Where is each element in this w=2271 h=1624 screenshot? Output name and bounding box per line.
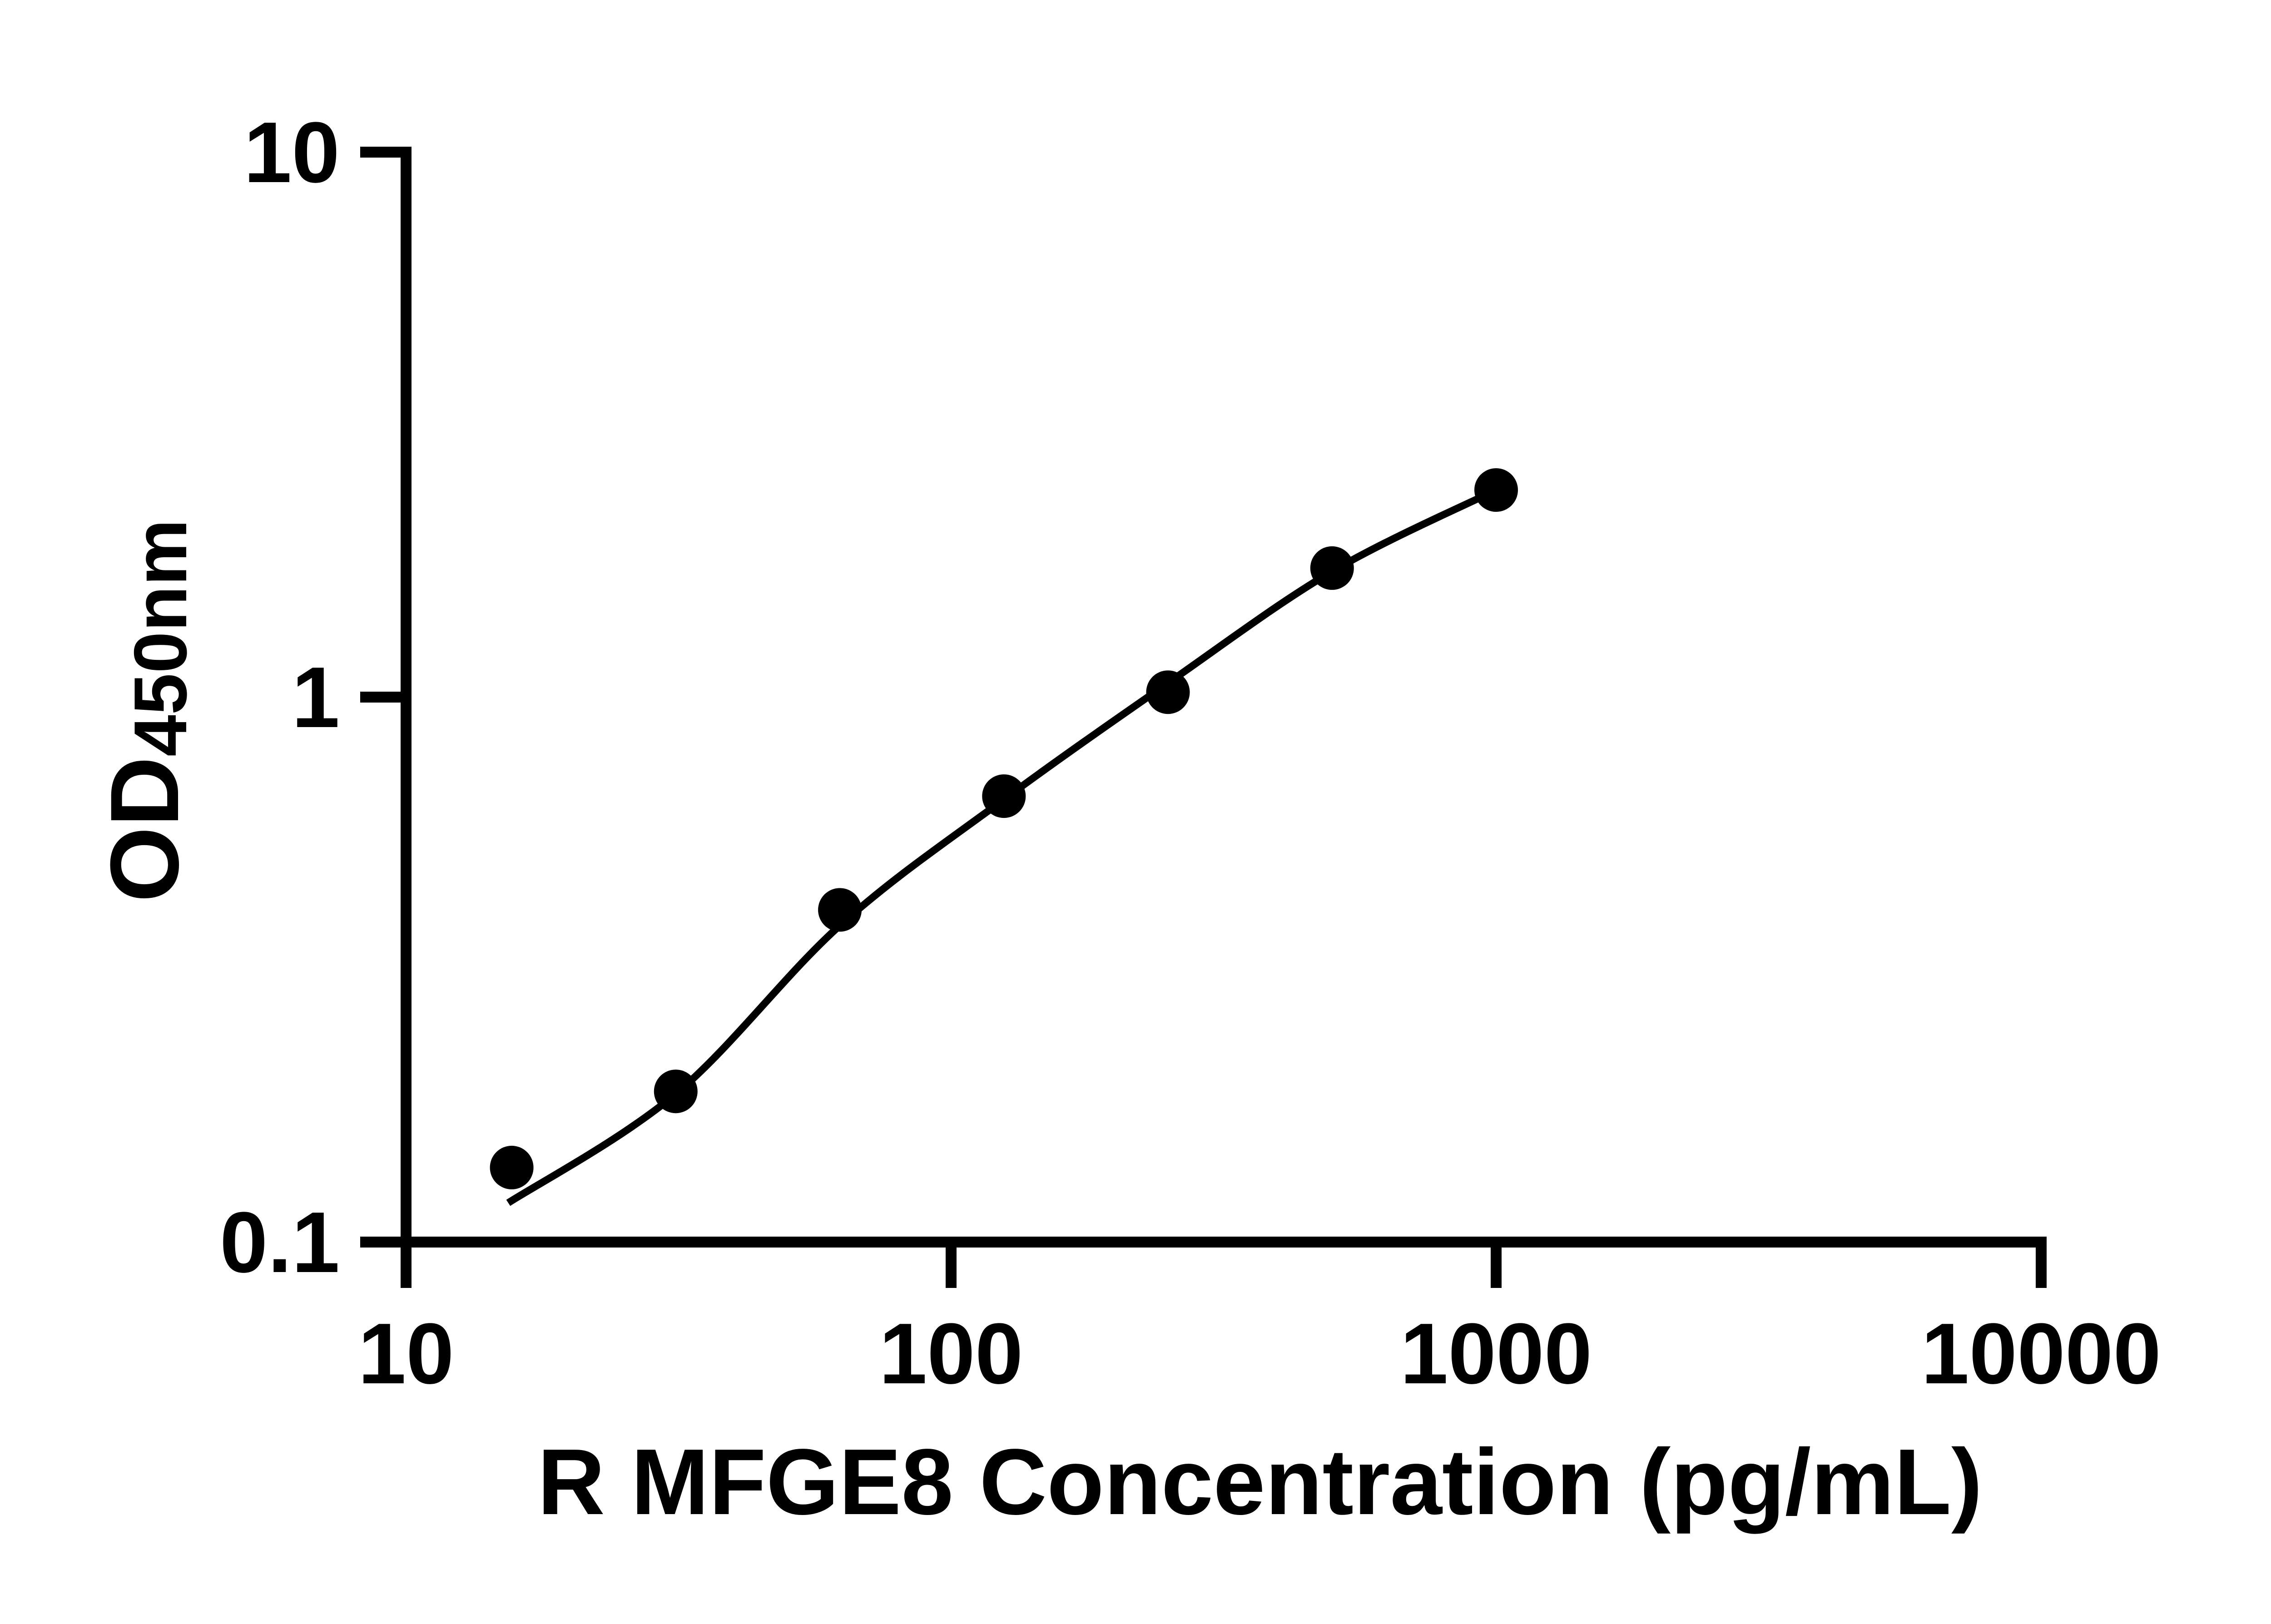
x-axis-title: R MFGE8 Concentration (pg/mL)	[537, 1430, 1982, 1534]
data-point	[1310, 546, 1354, 590]
data-point	[654, 1069, 698, 1114]
data-point	[818, 888, 862, 932]
y-tick-label-10: 10	[244, 104, 340, 201]
data-point	[982, 774, 1026, 818]
axes-group	[360, 147, 2047, 1288]
x-tick-label-100: 100	[879, 1306, 1023, 1402]
x-tick-label-10000: 10000	[1921, 1306, 2161, 1402]
y-axis-title-subscript: 450nm	[119, 519, 202, 757]
data-point	[490, 1145, 534, 1189]
data-point	[1474, 468, 1518, 512]
y-tick-label-1: 1	[292, 649, 340, 746]
x-tick-label-10: 10	[358, 1306, 454, 1402]
x-tick-label-1000: 1000	[1400, 1306, 1592, 1402]
y-tick-label-0.1: 0.1	[220, 1194, 340, 1291]
data-point	[1146, 670, 1190, 714]
y-axis-title-main: OD	[90, 757, 199, 902]
data-points-group	[490, 468, 1518, 1189]
y-axis-title: OD450nm	[90, 519, 202, 902]
